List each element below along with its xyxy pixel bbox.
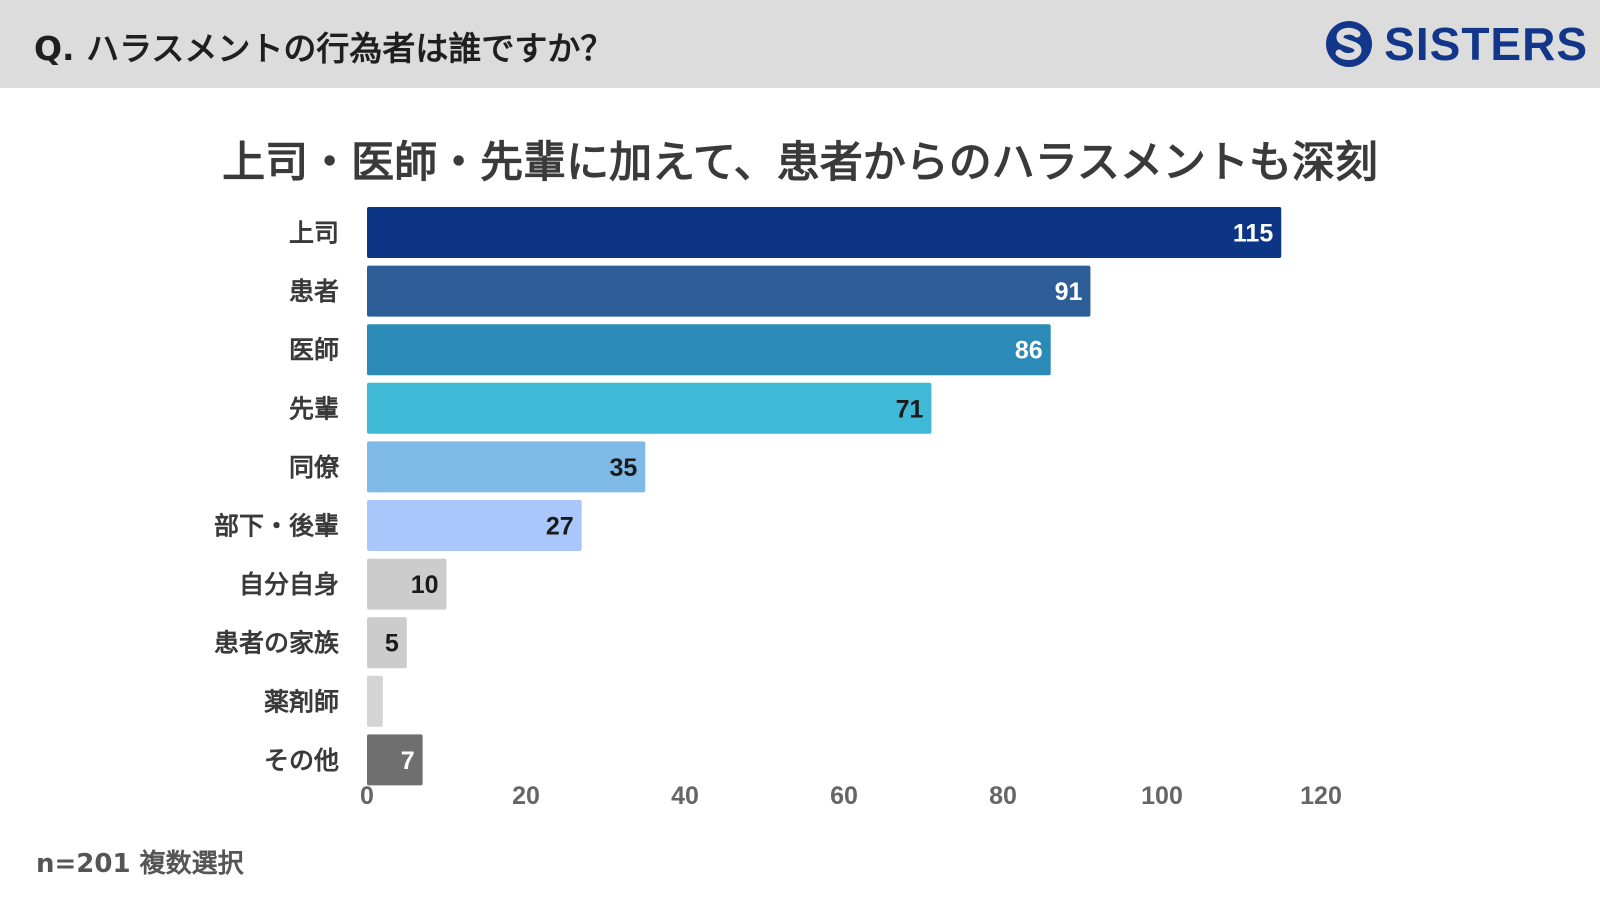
bar-3 [367, 382, 932, 434]
sisters-logo-icon [1326, 21, 1373, 67]
category-label-5: 部下・後輩 [214, 512, 339, 541]
category-label-6: 自分自身 [239, 570, 339, 599]
header-bar: Q. ハラスメントの行為者は誰ですか？ SISTERS [0, 0, 1600, 88]
x-tick-label-3: 60 [830, 782, 858, 810]
x-tick-label-1: 20 [512, 782, 540, 810]
brand-name: SISTERS [1384, 18, 1588, 70]
x-tick-label-0: 0 [360, 782, 374, 810]
value-label-1: 91 [1055, 278, 1083, 306]
category-label-8: 薬剤師 [264, 687, 339, 716]
x-tick-label-5: 100 [1141, 782, 1183, 810]
value-label-9: 7 [401, 747, 415, 775]
value-label-6: 10 [411, 571, 439, 599]
question-title: Q. ハラスメントの行為者は誰ですか？ [34, 29, 614, 68]
bar-8 [367, 675, 383, 727]
value-label-4: 35 [609, 454, 637, 482]
value-label-2: 86 [1015, 337, 1043, 365]
category-label-4: 同僚 [289, 453, 340, 482]
category-label-7: 患者の家族 [214, 629, 340, 658]
x-tick-label-6: 120 [1300, 782, 1342, 810]
category-label-1: 患者 [289, 277, 339, 306]
value-label-5: 27 [546, 513, 574, 541]
bar-0 [367, 207, 1282, 258]
bar-4 [367, 441, 646, 493]
sample-note: n=201 複数選択 [36, 849, 244, 879]
brand-logo: SISTERS [1324, 16, 1588, 72]
bar-1 [367, 265, 1091, 317]
x-tick-label-4: 80 [989, 782, 1017, 810]
bar-7 [367, 617, 407, 669]
category-label-3: 先輩 [289, 394, 339, 423]
value-label-7: 5 [385, 630, 399, 658]
value-label-3: 71 [896, 395, 924, 423]
chart-subtitle: 上司・医師・先輩に加えて、患者からのハラスメントも深刻 [222, 138, 1378, 188]
bar-6 [367, 558, 447, 610]
category-label-2: 医師 [289, 336, 339, 365]
value-label-0: 115 [1233, 220, 1273, 248]
bar-2 [367, 324, 1051, 376]
bar-9 [367, 734, 423, 786]
category-label-0: 上司 [289, 219, 339, 248]
category-label-9: その他 [264, 746, 339, 775]
bar-5 [367, 500, 582, 551]
x-tick-label-2: 40 [671, 782, 699, 810]
